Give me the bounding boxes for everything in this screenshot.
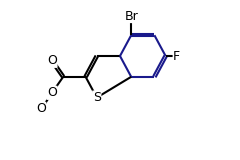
Text: O: O xyxy=(47,86,57,99)
Text: S: S xyxy=(93,91,101,104)
Text: O: O xyxy=(36,102,46,115)
Text: F: F xyxy=(173,49,180,63)
Text: O: O xyxy=(47,54,57,67)
Text: Br: Br xyxy=(124,9,138,23)
